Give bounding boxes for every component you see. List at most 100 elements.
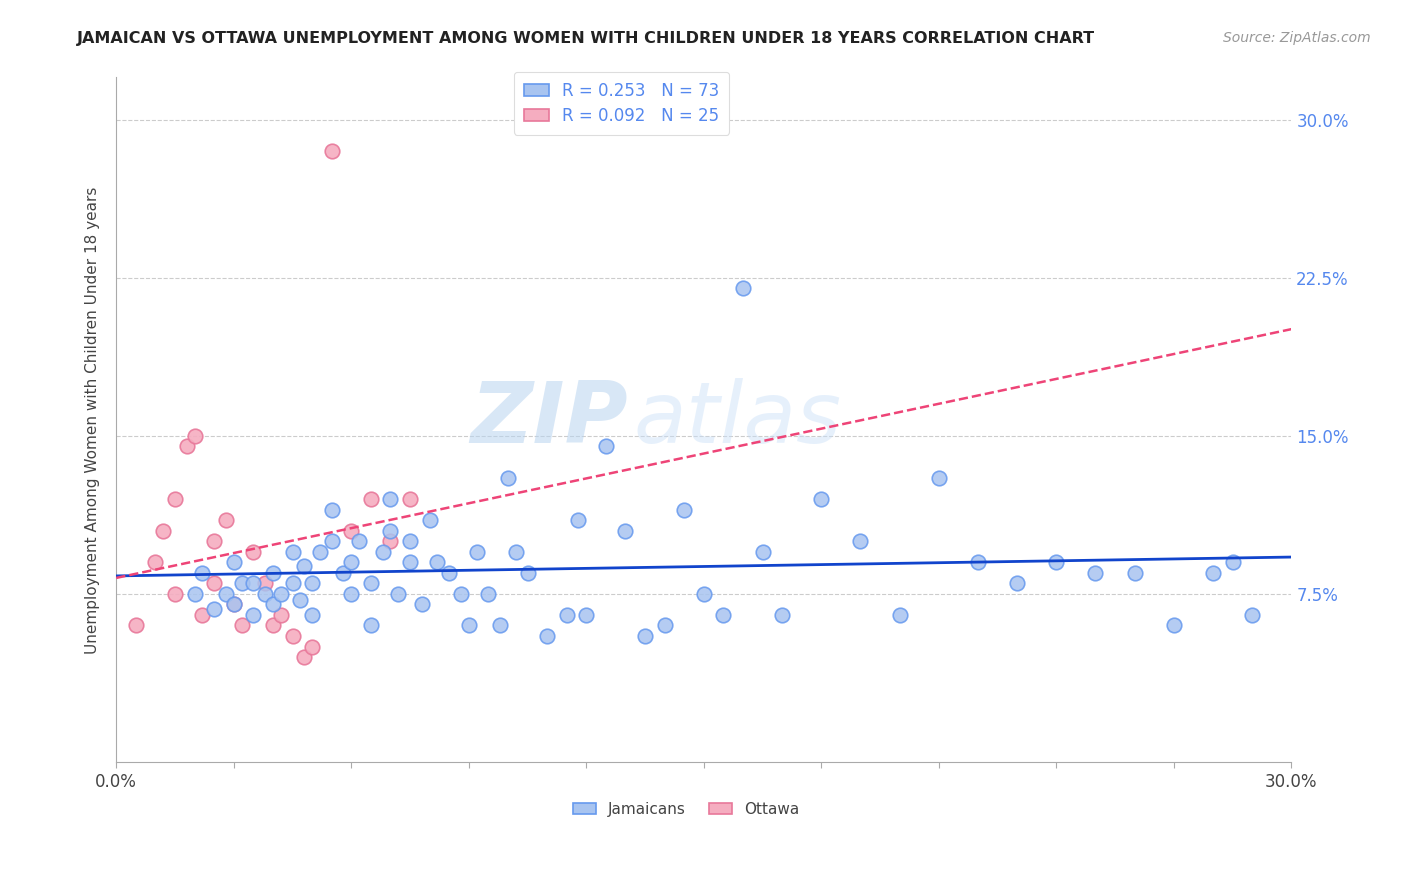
Point — [450, 587, 472, 601]
Point — [340, 587, 363, 601]
Point — [516, 566, 538, 580]
Point — [465, 544, 488, 558]
Point — [301, 576, 323, 591]
Point — [270, 607, 292, 622]
Point — [215, 587, 238, 601]
Point — [321, 502, 343, 516]
Point — [634, 629, 657, 643]
Point — [1045, 555, 1067, 569]
Point — [309, 544, 332, 558]
Point — [967, 555, 990, 569]
Point — [215, 513, 238, 527]
Point — [262, 618, 284, 632]
Point — [1005, 576, 1028, 591]
Point — [505, 544, 527, 558]
Point — [399, 534, 422, 549]
Point — [457, 618, 479, 632]
Point — [849, 534, 872, 549]
Point — [301, 640, 323, 654]
Text: atlas: atlas — [633, 378, 841, 461]
Text: JAMAICAN VS OTTAWA UNEMPLOYMENT AMONG WOMEN WITH CHILDREN UNDER 18 YEARS CORRELA: JAMAICAN VS OTTAWA UNEMPLOYMENT AMONG WO… — [77, 31, 1095, 46]
Point — [751, 544, 773, 558]
Point — [1163, 618, 1185, 632]
Point — [595, 439, 617, 453]
Point — [555, 607, 578, 622]
Point — [292, 650, 315, 665]
Point — [163, 587, 186, 601]
Point — [281, 544, 304, 558]
Point — [387, 587, 409, 601]
Point — [380, 524, 402, 538]
Point — [496, 471, 519, 485]
Point — [191, 607, 214, 622]
Point — [713, 607, 735, 622]
Point — [399, 491, 422, 506]
Point — [290, 593, 312, 607]
Point — [928, 471, 950, 485]
Point — [1241, 607, 1264, 622]
Point — [371, 544, 394, 558]
Point — [347, 534, 370, 549]
Point — [231, 576, 253, 591]
Point — [262, 566, 284, 580]
Point — [281, 576, 304, 591]
Point — [340, 555, 363, 569]
Point — [889, 607, 911, 622]
Point — [693, 587, 716, 601]
Point — [222, 598, 245, 612]
Point — [202, 601, 225, 615]
Point — [281, 629, 304, 643]
Point — [292, 559, 315, 574]
Point — [191, 566, 214, 580]
Point — [567, 513, 589, 527]
Legend: Jamaicans, Ottawa: Jamaicans, Ottawa — [567, 796, 806, 823]
Point — [360, 576, 382, 591]
Point — [183, 429, 205, 443]
Point — [770, 607, 793, 622]
Point — [176, 439, 198, 453]
Point — [614, 524, 637, 538]
Point — [202, 576, 225, 591]
Point — [360, 491, 382, 506]
Point — [332, 566, 354, 580]
Point — [426, 555, 449, 569]
Point — [145, 555, 167, 569]
Point — [810, 491, 832, 506]
Point — [477, 587, 499, 601]
Point — [301, 607, 323, 622]
Point — [242, 544, 264, 558]
Point — [321, 534, 343, 549]
Point — [183, 587, 205, 601]
Text: ZIP: ZIP — [470, 378, 627, 461]
Point — [411, 598, 433, 612]
Point — [399, 555, 422, 569]
Point — [242, 576, 264, 591]
Point — [202, 534, 225, 549]
Point — [321, 145, 343, 159]
Point — [340, 524, 363, 538]
Text: Source: ZipAtlas.com: Source: ZipAtlas.com — [1223, 31, 1371, 45]
Point — [1123, 566, 1146, 580]
Point — [222, 598, 245, 612]
Point — [242, 607, 264, 622]
Point — [163, 491, 186, 506]
Point — [731, 281, 754, 295]
Point — [125, 618, 148, 632]
Point — [1222, 555, 1244, 569]
Point — [222, 555, 245, 569]
Point — [654, 618, 676, 632]
Point — [152, 524, 174, 538]
Point — [1084, 566, 1107, 580]
Point — [231, 618, 253, 632]
Point — [575, 607, 598, 622]
Point — [270, 587, 292, 601]
Point — [380, 491, 402, 506]
Point — [254, 587, 277, 601]
Y-axis label: Unemployment Among Women with Children Under 18 years: Unemployment Among Women with Children U… — [86, 186, 100, 654]
Point — [360, 618, 382, 632]
Point — [489, 618, 512, 632]
Point — [673, 502, 696, 516]
Point — [536, 629, 558, 643]
Point — [1202, 566, 1225, 580]
Point — [380, 534, 402, 549]
